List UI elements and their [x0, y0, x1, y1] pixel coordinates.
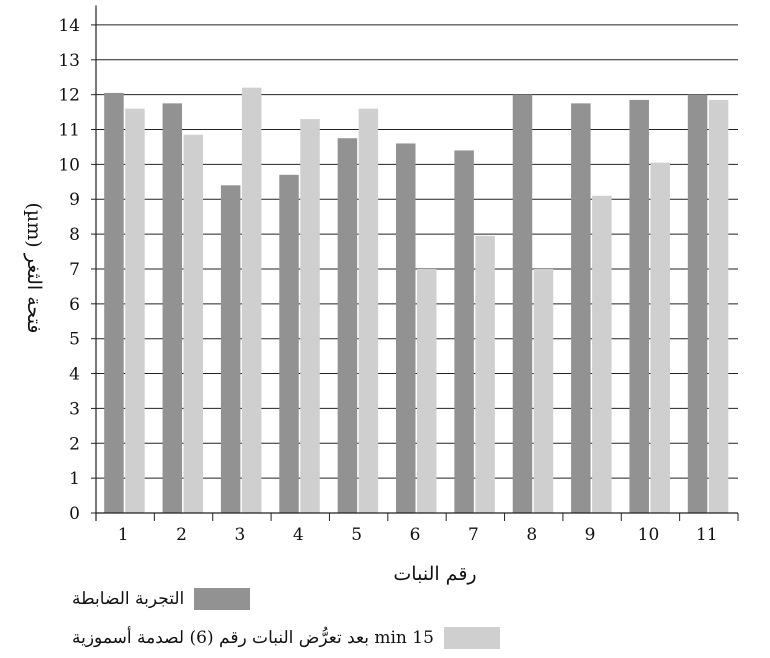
x-tick-label: 3 [234, 525, 245, 545]
bar-osmotic-shock [241, 87, 262, 513]
bar-osmotic-shock [708, 99, 729, 513]
bar-control [687, 94, 708, 513]
bar-osmotic-shock [300, 119, 320, 513]
y-tick-label: 13 [58, 51, 80, 71]
bar-osmotic-shock [183, 134, 204, 513]
x-tick-labels: 1 2 3 4 5 6 7 8 9 10 11 [95, 513, 739, 545]
x-tick-label: 2 [176, 525, 187, 545]
bar-control [162, 103, 183, 513]
y-tick-label: 11 [58, 121, 80, 141]
bar-osmotic-shock [358, 108, 379, 513]
y-tick-label: 14 [58, 16, 80, 36]
x-axis-label: رقم النبات [393, 563, 476, 585]
x-tick-label: 10 [638, 525, 660, 545]
legend-item-control: التجربة الضابطة [72, 588, 251, 610]
legend-swatch-osmotic-shock [443, 627, 500, 649]
y-axis-label: فتحة الثغر (µm) [23, 202, 45, 333]
y-tick-label: 10 [58, 155, 80, 175]
x-tick-label: 1 [118, 525, 129, 545]
bar-control [279, 174, 299, 513]
y-tick-label: 12 [58, 86, 80, 106]
y-tick-label: 8 [69, 225, 80, 245]
bar-control [454, 150, 474, 513]
bar-osmotic-shock [592, 195, 612, 513]
x-tick-label: 5 [351, 525, 362, 545]
y-tick-label: 3 [69, 399, 80, 419]
bar-control [220, 185, 241, 513]
x-tick-label: 9 [585, 525, 596, 545]
y-tick-label: 5 [69, 330, 80, 350]
legend-swatch-control [194, 588, 251, 610]
x-tick-label: 4 [293, 525, 304, 545]
bar-osmotic-shock [125, 108, 145, 513]
y-tick-label: 6 [69, 295, 80, 315]
bar-control [571, 103, 591, 513]
y-tick-label: 0 [69, 504, 80, 524]
x-tick-label: 11 [696, 525, 718, 545]
y-tick-label: 4 [69, 365, 80, 385]
legend-item-osmotic-shock: 15 min بعد تعرُّض النبات رقم (6) لصدمة أ… [72, 627, 500, 649]
bar-osmotic-shock [417, 268, 437, 513]
bar-control [104, 92, 124, 513]
bar-osmotic-shock [650, 162, 670, 513]
bar-control [512, 94, 533, 513]
bar-osmotic-shock [533, 268, 554, 513]
x-tick-label: 8 [526, 525, 537, 545]
y-tick-label: 7 [69, 260, 80, 280]
legend-label-osmotic-shock: 15 min بعد تعرُّض النبات رقم (6) لصدمة أ… [72, 628, 434, 648]
bar-osmotic-shock [475, 235, 495, 513]
bar-control [337, 138, 358, 513]
axes [95, 5, 738, 521]
x-tick-label: 7 [468, 525, 479, 545]
bars [104, 87, 729, 513]
x-tick-label: 6 [410, 525, 421, 545]
y-tick-label: 1 [69, 469, 80, 489]
legend-label-control: التجربة الضابطة [72, 589, 185, 609]
y-tick-label: 2 [69, 434, 80, 454]
y-tick-label: 9 [69, 190, 80, 210]
bar-control [629, 99, 649, 513]
bar-control [396, 143, 416, 513]
